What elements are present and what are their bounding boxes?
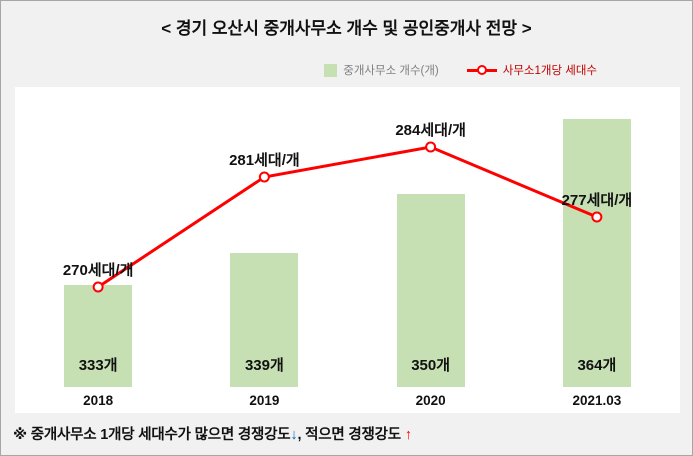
- bar-2020: [396, 194, 465, 387]
- down-arrow-icon: ↓: [290, 427, 298, 443]
- bar-value-label: 364개: [577, 357, 617, 374]
- x-axis: 2018 2019 2020 2021.03: [15, 387, 680, 413]
- bar-2021.03: [562, 119, 631, 387]
- line-swatch-marker-icon: [476, 65, 487, 75]
- plot-area: 333개 339개 350개 364개 270세대/개 281세대/개 284세대/개 277…: [15, 87, 680, 387]
- legend-item-line: 사무소1개당 세대수: [466, 62, 597, 78]
- trend-line-svg: [92, 141, 603, 293]
- line-marker-icon: [425, 141, 437, 153]
- up-arrow-icon: ↑: [404, 427, 412, 443]
- bar-value-label: 339개: [244, 357, 284, 374]
- trend-line: [97, 145, 598, 289]
- plot-panel: 333개 339개 350개 364개 270세대/개 281세대/개 284세대/개 277…: [15, 87, 680, 413]
- line-marker-icon: [258, 171, 270, 183]
- footnote-middle: , 적으면 경쟁강도: [297, 427, 405, 443]
- legend-line-label: 사무소1개당 세대수: [502, 65, 597, 77]
- footnote: ※ 중개사무소 1개당 세대수가 많으면 경쟁강도↓, 적으면 경쟁강도 ↑: [13, 423, 692, 444]
- line-value-label: 270세대/개: [62, 262, 134, 279]
- legend-bar-label: 중개사무소 개수(개): [343, 65, 439, 77]
- x-axis-label: 2019: [249, 393, 280, 408]
- chart-title: < 경기 오산시 중개사무소 개수 및 공인중개사 전망 >: [161, 19, 532, 38]
- line-series-swatch-icon: [466, 64, 497, 76]
- x-axis-label: 2018: [83, 393, 114, 408]
- line-value-label: 284세대/개: [395, 122, 466, 139]
- line-marker-icon: [591, 211, 603, 223]
- line-value-label: 277세대/개: [561, 192, 633, 209]
- legend: 중개사무소 개수(개) 사무소1개당 세대수: [1, 61, 692, 79]
- line-marker-icon: [92, 281, 104, 293]
- bar-2019: [230, 253, 299, 387]
- footnote-prefix: ※ 중개사무소 1개당 세대수가 많으면 경쟁강도: [13, 427, 291, 443]
- bar-series-swatch-icon: [324, 63, 338, 77]
- bar-value-label: 333개: [78, 357, 118, 374]
- bar-value-label: 350개: [411, 357, 451, 374]
- x-axis-label: 2020: [415, 393, 446, 408]
- legend-item-bars: 중개사무소 개수(개): [324, 62, 439, 78]
- line-value-label: 281세대/개: [229, 152, 300, 169]
- bar-2018: [64, 285, 133, 387]
- x-axis-label: 2021.03: [572, 393, 622, 408]
